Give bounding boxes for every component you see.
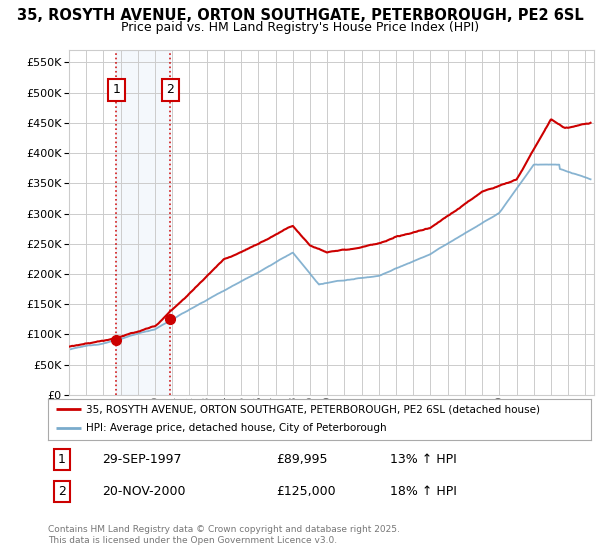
Text: 2: 2 <box>58 486 65 498</box>
Text: 29-SEP-1997: 29-SEP-1997 <box>103 454 182 466</box>
Text: Price paid vs. HM Land Registry's House Price Index (HPI): Price paid vs. HM Land Registry's House … <box>121 21 479 34</box>
Text: Contains HM Land Registry data © Crown copyright and database right 2025.
This d: Contains HM Land Registry data © Crown c… <box>48 525 400 545</box>
Text: 13% ↑ HPI: 13% ↑ HPI <box>390 454 457 466</box>
Text: £125,000: £125,000 <box>276 486 335 498</box>
Text: 35, ROSYTH AVENUE, ORTON SOUTHGATE, PETERBOROUGH, PE2 6SL: 35, ROSYTH AVENUE, ORTON SOUTHGATE, PETE… <box>17 8 583 24</box>
Text: 18% ↑ HPI: 18% ↑ HPI <box>390 486 457 498</box>
Text: 1: 1 <box>58 454 65 466</box>
Text: 2: 2 <box>167 83 175 96</box>
Text: 35, ROSYTH AVENUE, ORTON SOUTHGATE, PETERBOROUGH, PE2 6SL (detached house): 35, ROSYTH AVENUE, ORTON SOUTHGATE, PETE… <box>86 404 540 414</box>
Text: HPI: Average price, detached house, City of Peterborough: HPI: Average price, detached house, City… <box>86 423 386 433</box>
Text: 1: 1 <box>112 83 120 96</box>
Text: 20-NOV-2000: 20-NOV-2000 <box>103 486 186 498</box>
Bar <box>116 50 170 395</box>
Text: £89,995: £89,995 <box>276 454 328 466</box>
